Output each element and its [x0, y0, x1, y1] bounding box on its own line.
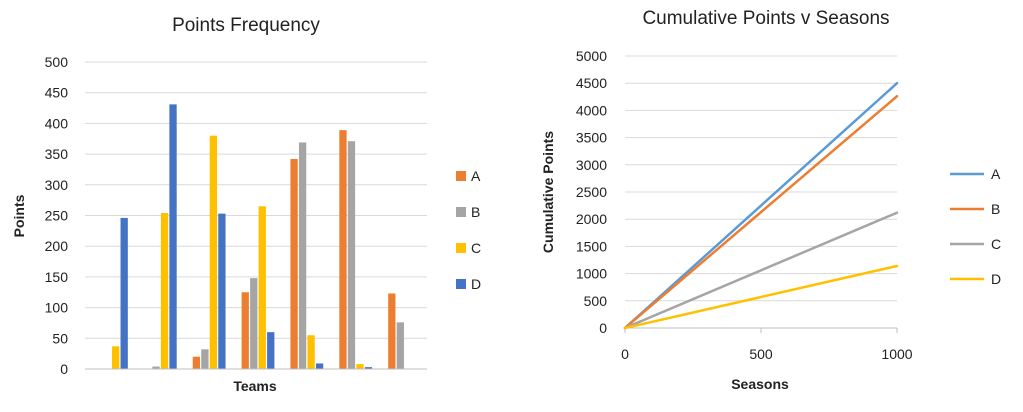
- bar-d-1: [169, 104, 177, 369]
- chart1-y-tick-label: 200: [45, 238, 69, 254]
- chart2-lines: [623, 81, 899, 330]
- chart2-title: Cumulative Points v Seasons: [642, 8, 889, 29]
- bar-c-1: [160, 213, 169, 369]
- chart2-legend-label-c: C: [991, 236, 1001, 252]
- chart2-y-tick-label: 2500: [576, 184, 607, 200]
- line-series-c: [623, 211, 899, 330]
- bar-a-4: [290, 159, 298, 369]
- chart1-title: Points Frequency: [172, 15, 320, 36]
- chart2-legend-label-a: A: [991, 166, 1001, 182]
- chart1-legend-swatch-b: [456, 207, 466, 217]
- bar-a-6: [388, 293, 396, 369]
- chart1-y-tick-label: 100: [45, 300, 69, 316]
- chart2-xlabel: Seasons: [731, 376, 789, 392]
- chart2-x-tick-label: 500: [749, 346, 773, 362]
- chart2-y-tick-label: 3500: [576, 130, 607, 146]
- chart2-legend-label-b: B: [991, 201, 1000, 217]
- chart1-bars: [112, 104, 404, 369]
- bar-b-1: [152, 366, 160, 369]
- line-series-b: [623, 95, 899, 330]
- chart1-y-tick-label: 300: [45, 177, 69, 193]
- chart2-legend: A B C D: [950, 166, 1001, 287]
- chart2-y-tick-label: 1000: [576, 266, 607, 282]
- chart1-legend-swatch-c: [456, 243, 466, 253]
- chart1-y-tick-label: 450: [45, 85, 69, 101]
- chart2-gridlines: [625, 55, 897, 329]
- chart2-x-ticks: 0 500 1000: [621, 327, 913, 362]
- chart2-y-tick-label: 0: [599, 320, 607, 336]
- chart1-y-tick-label: 0: [60, 361, 68, 377]
- bar-b-3: [250, 278, 258, 369]
- chart1-legend-label-c: C: [471, 240, 481, 256]
- bar-b-5: [347, 141, 356, 369]
- chart1-y-tick-label: 50: [52, 330, 68, 346]
- bar-d-2: [218, 213, 226, 369]
- chart2-y-tick-label: 4500: [576, 75, 607, 91]
- chart1-legend-swatch-d: [456, 279, 466, 289]
- chart2-x-tick-label: 1000: [881, 346, 912, 362]
- bar-a-3: [241, 292, 249, 369]
- line-series-d: [623, 264, 899, 330]
- bar-d-5: [364, 367, 373, 369]
- chart1-legend-swatch-a: [456, 171, 466, 181]
- bar-b-4: [298, 142, 307, 369]
- chart2-y-tick-label: 1500: [576, 238, 607, 254]
- chart1-legend-label-b: B: [471, 204, 480, 220]
- bar-b-2: [201, 349, 209, 369]
- chart1-xlabel: Teams: [233, 378, 277, 394]
- bar-c-5: [356, 364, 364, 369]
- bar-a-5: [339, 130, 347, 369]
- chart2-y-tick-label: 2000: [576, 211, 607, 227]
- chart2-y-ticks: 0 500 1000 1500 2000 2500 3000 3500 4000 4500 5000: [576, 48, 607, 336]
- bar-c-4: [307, 335, 315, 369]
- chart1-legend-label-a: A: [471, 168, 481, 184]
- bar-d-4: [315, 363, 324, 369]
- chart1-y-tick-label: 150: [45, 269, 69, 285]
- chart1-legend-label-d: D: [471, 276, 481, 292]
- bar-b-6: [396, 322, 404, 369]
- line-series-a: [623, 81, 899, 330]
- bar-d-3: [267, 332, 275, 369]
- chart1-y-tick-label: 400: [45, 115, 69, 131]
- chart1-gridlines: [85, 61, 427, 370]
- chart1-y-ticks: 0 50 100 150 200 250 300 350 400 450 500: [45, 54, 69, 377]
- chart2-y-tick-label: 3000: [576, 157, 607, 173]
- chart2-y-tick-label: 500: [584, 293, 608, 309]
- chart1-ylabel: Points: [11, 194, 27, 237]
- chart2-y-tick-label: 5000: [576, 48, 607, 64]
- chart1-y-tick-label: 250: [45, 208, 69, 224]
- chart2-ylabel: Cumulative Points: [540, 131, 556, 253]
- chart1-y-tick-label: 500: [45, 54, 69, 70]
- chart1-legend: A B C D: [456, 168, 481, 292]
- bar-a-2: [192, 356, 201, 369]
- chart2-y-tick-label: 4000: [576, 102, 607, 118]
- chart2-legend-label-d: D: [991, 271, 1001, 287]
- chart2-x-tick-label: 0: [621, 346, 629, 362]
- bar-d-0: [120, 217, 128, 369]
- bar-c-0: [112, 346, 120, 369]
- bar-c-3: [258, 206, 266, 369]
- bar-c-2: [209, 135, 218, 369]
- chart1-y-tick-label: 350: [45, 146, 69, 162]
